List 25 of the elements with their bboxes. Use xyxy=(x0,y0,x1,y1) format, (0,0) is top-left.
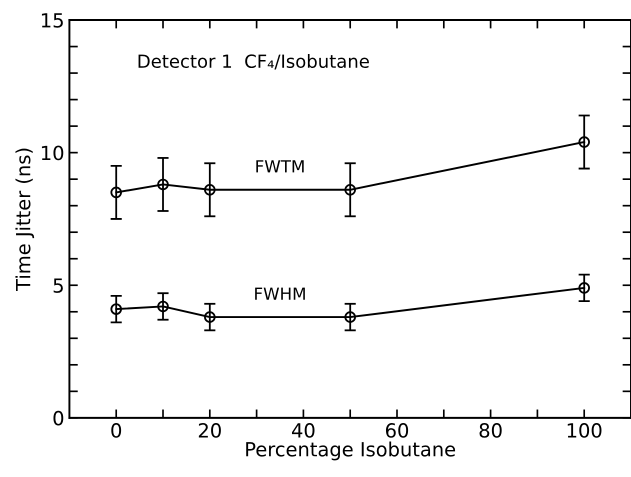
point xyxy=(578,282,590,294)
point xyxy=(344,311,356,323)
y-tick-label: 5 xyxy=(54,278,63,293)
point xyxy=(157,300,169,312)
y-tick-label: 15 xyxy=(42,13,63,28)
series-label: FWTM xyxy=(256,160,304,172)
series-label: FWHM xyxy=(255,288,305,300)
point xyxy=(204,311,216,323)
point xyxy=(344,184,356,196)
point xyxy=(204,184,216,196)
x-tick-label: 60 xyxy=(386,423,408,438)
x-tick-label: 100 xyxy=(568,423,602,438)
y-axis-title: Time Jitter (ns) xyxy=(15,148,34,291)
y-tick-label: 10 xyxy=(42,146,64,160)
point xyxy=(578,136,590,148)
x-tick-label: 20 xyxy=(198,423,221,438)
x-axis-title: Percentage Isobutane xyxy=(246,442,456,460)
x-tick-label: 80 xyxy=(480,423,502,438)
x-tick-label: 0 xyxy=(111,423,122,438)
point xyxy=(157,178,169,190)
point xyxy=(110,186,122,198)
x-tick-label: 40 xyxy=(292,423,314,438)
annotation: Detector 1 CF₄/Isobutane xyxy=(138,54,369,70)
point xyxy=(110,303,122,315)
y-tick-label: 0 xyxy=(53,410,64,426)
